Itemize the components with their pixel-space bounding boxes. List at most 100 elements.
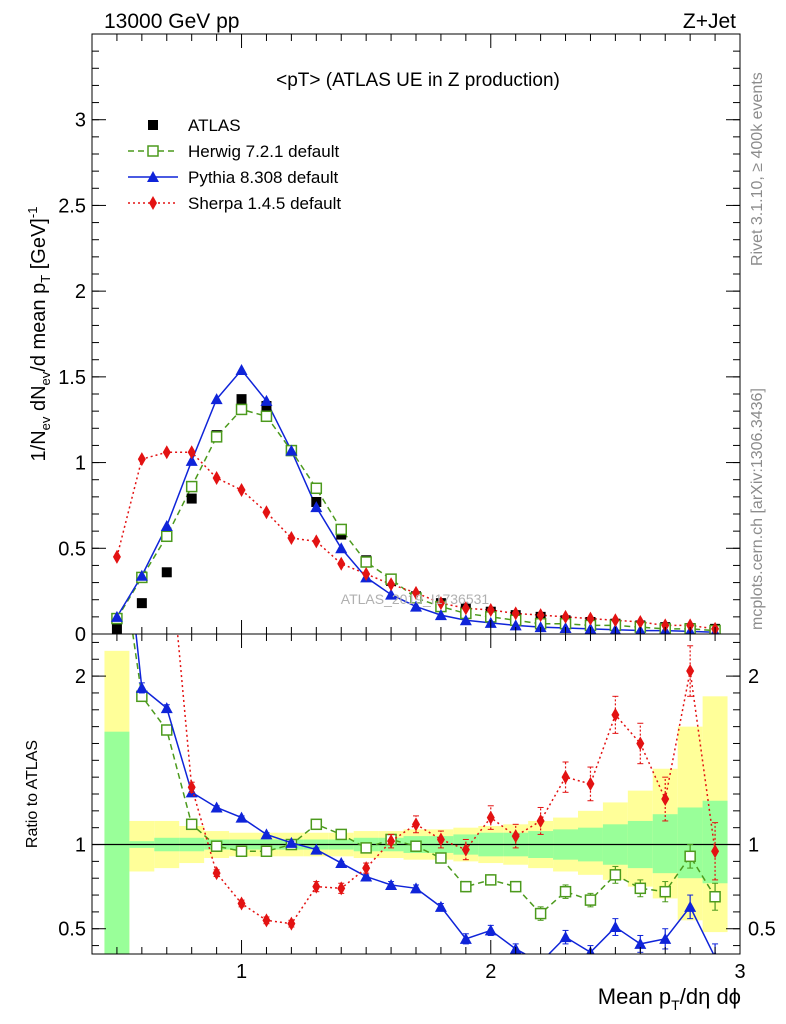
ratio-point-series-2 [337, 881, 346, 896]
data-point-series-1 [335, 523, 347, 536]
y-axis-title-top: 1/Nev dNev/d mean pT [GeV]-1 [25, 207, 53, 462]
legend-marker [147, 171, 159, 182]
data-point-series-1 [185, 480, 198, 493]
ratio-point-series-2 [237, 896, 246, 911]
data-point-series-2 [434, 609, 447, 621]
main-y-tick-label: 1 [75, 453, 86, 475]
ratio-point-series-1 [484, 924, 497, 936]
side-label-mcplots: mcplots.cern.ch [arXiv:1306.3436] [749, 388, 766, 630]
ratio-point-series-1 [459, 932, 472, 944]
ratio-point-series-0 [410, 840, 422, 852]
data-point-series-3 [586, 611, 595, 626]
data-point-series-3 [686, 618, 695, 633]
main-y-tick-label: 2 [75, 281, 86, 303]
data-point-series-3 [337, 556, 346, 571]
ratio-point-series-1 [410, 882, 422, 894]
ratio-plot-panel: 0.5 1 2 0.5 1 2 1 2 3 Ratio to ATLAS Mean pT/dη … [24, 63, 776, 1013]
data-point-series-2 [310, 501, 323, 513]
data-point-series-3 [137, 452, 146, 467]
ratio-point-series-2 [611, 707, 620, 722]
data-point-series-3 [262, 505, 271, 520]
legend-label: Pythia 8.308 default [188, 168, 339, 187]
data-point-series-3 [486, 603, 495, 617]
legend-marker [148, 120, 158, 130]
ratio-point-series-0 [584, 894, 597, 906]
data-point-series-3 [536, 608, 545, 623]
legend-label: ATLAS [188, 116, 241, 135]
legend-item: Sherpa 1.4.5 default [128, 194, 341, 213]
ratio-y-tick-label: 1 [75, 835, 86, 857]
x-tick-label: 2 [485, 961, 496, 983]
side-label-rivet: Rivet 3.1.10, ≥ 400k events [749, 72, 766, 266]
data-point-series-2 [410, 600, 422, 612]
ratio-point-series-2 [187, 780, 196, 795]
ratio-y-tick-label-right: 0.5 [748, 919, 776, 941]
ratio-point-series-0 [235, 845, 248, 858]
ratio-point-series-2 [387, 834, 396, 849]
legend-label: Herwig 7.2.1 default [188, 142, 339, 161]
data-point-series-3 [412, 585, 420, 600]
main-y-tick-label: 2.5 [58, 195, 86, 217]
ratio-point-series-0 [659, 885, 671, 898]
ratio-point-series-0 [161, 724, 173, 736]
data-point-series-3 [312, 534, 321, 549]
ratio-point-series-1 [360, 870, 373, 882]
ratio-point-series-2 [661, 792, 670, 807]
ratio-point-series-1 [634, 937, 647, 949]
data-point-series-3 [112, 549, 121, 564]
ratio-point-series-2 [561, 770, 570, 785]
plot-title: <pT> (ATLAS UE in Z production) [276, 70, 560, 91]
data-point-series-1 [210, 431, 223, 443]
data-point-series-3 [461, 601, 470, 616]
x-axis-title: Mean pT/dη dϕ [598, 984, 741, 1013]
data-point-series-2 [185, 454, 198, 466]
ratio-point-series-2 [262, 913, 271, 928]
ratio-point-series-2 [362, 861, 371, 876]
ratio-point-series-2 [586, 776, 595, 791]
svg-text:Mean pT/dη dϕ: Mean pT/dη dϕ [598, 984, 741, 1013]
ratio-point-series-0 [709, 890, 721, 903]
data-point-series-3 [561, 609, 570, 624]
ratio-point-series-1 [434, 900, 447, 912]
ratio-point-series-2 [711, 844, 720, 859]
data-point-series-3 [661, 618, 670, 633]
ratio-point-series-1 [310, 843, 323, 855]
ratio-point-series-0 [435, 852, 447, 864]
ratio-point-series-2 [287, 916, 296, 931]
data-point-series-0 [136, 598, 147, 609]
uncertainty-band-inner [652, 814, 678, 874]
ratio-y-axis-title: Ratio to ATLAS [24, 740, 41, 848]
data-point-series-3 [636, 615, 645, 629]
ratio-point-series-1 [210, 801, 223, 813]
data-point-series-2 [534, 621, 547, 633]
ratio-y-tick-label: 0.5 [58, 919, 86, 941]
ratio-point-series-0 [485, 874, 497, 886]
analysis-watermark: ATLAS_2019_I1736531 [341, 591, 490, 607]
data-point-series-3 [187, 445, 196, 460]
ratio-point-series-2 [536, 813, 545, 828]
ratio-y-tick-label-right: 2 [748, 666, 759, 688]
data-point-series-3 [287, 531, 296, 545]
data-point-series-3 [362, 567, 371, 581]
ratio-point-series-2 [486, 810, 495, 825]
data-point-series-2 [210, 393, 223, 405]
ratio-point-series-2 [138, 63, 146, 77]
data-point-series-3 [511, 606, 520, 621]
data-point-series-1 [260, 410, 273, 423]
data-point-series-3 [611, 613, 620, 628]
data-point-series-2 [459, 614, 472, 626]
legend-item: Herwig 7.2.1 default [128, 142, 339, 161]
main-plot-panel: 0 0.5 1 1.5 2 2.5 3 <pT> (ATLAS UE in Z produc… [25, 33, 741, 646]
ratio-point-series-0 [310, 818, 323, 831]
ratio-point-series-2 [212, 866, 221, 881]
data-point-series-3 [436, 596, 445, 611]
legend-marker [149, 196, 157, 210]
header-left: 13000 GeV pp [104, 10, 239, 33]
ratio-point-series-2 [686, 664, 695, 679]
ratio-point-series-1 [559, 931, 572, 943]
ratio-point-series-1 [285, 836, 298, 848]
ratio-point-series-0 [185, 818, 198, 831]
data-point-series-2 [110, 610, 123, 622]
ratio-point-series-1 [385, 878, 398, 890]
